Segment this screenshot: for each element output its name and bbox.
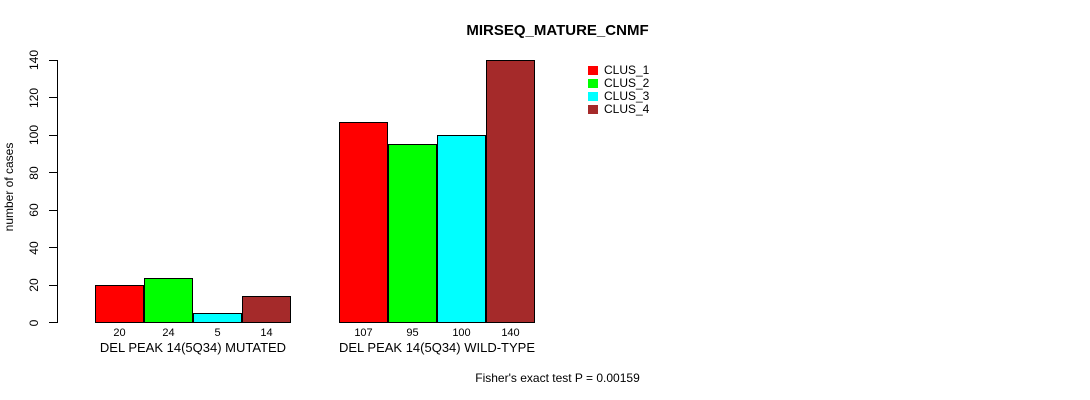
bar-value-label: 24 — [162, 327, 175, 339]
legend-item-clus_3: CLUS_3 — [588, 90, 649, 103]
legend-label: CLUS_2 — [604, 76, 650, 90]
bar-clus_3-group1 — [193, 313, 242, 323]
x-category-label: DEL PEAK 14(5Q34) WILD-TYPE — [338, 340, 536, 355]
y-tick-mark — [49, 97, 57, 98]
legend-label: CLUS_4 — [604, 102, 650, 116]
bar-value-label: 140 — [501, 327, 520, 339]
annotation-text: Fisher's exact test P = 0.00159 — [475, 371, 640, 385]
legend-item-clus_2: CLUS_2 — [588, 77, 649, 90]
bar-value-label: 107 — [354, 327, 373, 339]
bar-clus_1-group2 — [339, 121, 388, 323]
legend-label: CLUS_1 — [604, 63, 650, 77]
legend-swatch-icon — [588, 92, 598, 101]
y-tick-label: 80 — [27, 165, 41, 180]
y-tick-label: 140 — [27, 49, 41, 71]
y-tick-mark — [49, 322, 57, 323]
y-tick-mark — [49, 209, 57, 211]
legend: CLUS_1 CLUS_2 CLUS_3 CLUS_4 — [588, 64, 649, 116]
legend-item-clus_1: CLUS_1 — [588, 64, 649, 77]
y-axis-line — [57, 59, 58, 323]
y-tick-mark — [49, 59, 57, 61]
bar-clus_2-group1 — [144, 277, 193, 323]
y-tick-label: 100 — [27, 124, 41, 146]
y-tick-mark — [49, 172, 57, 173]
bar-value-label: 100 — [452, 327, 471, 339]
legend-swatch-icon — [588, 79, 598, 88]
bar-clus_2-group2 — [388, 144, 437, 323]
y-tick-label: 120 — [27, 87, 41, 108]
bar-clus_1-group1 — [95, 285, 144, 323]
y-tick-label: 60 — [27, 203, 41, 217]
legend-label: CLUS_3 — [604, 89, 650, 103]
bar-clus_4-group2 — [486, 60, 535, 323]
legend-swatch-icon — [588, 105, 598, 114]
y-tick-mark — [49, 284, 57, 286]
chart-title: MIRSEQ_MATURE_CNMF — [466, 22, 649, 39]
y-tick-mark — [49, 134, 57, 136]
legend-swatch-icon — [588, 66, 598, 75]
bar-clus_4-group1 — [242, 296, 291, 323]
y-tick-label: 20 — [27, 278, 41, 292]
y-tick-mark — [49, 247, 57, 248]
bar-value-label: 5 — [214, 327, 221, 339]
bar-value-label: 95 — [406, 327, 419, 339]
bar-clus_3-group2 — [437, 135, 486, 323]
y-tick-label: 40 — [27, 240, 41, 255]
bar-value-label: 14 — [260, 327, 273, 339]
y-axis-title: number of cases — [2, 142, 16, 232]
legend-item-clus_4: CLUS_4 — [588, 103, 649, 116]
x-category-label: DEL PEAK 14(5Q34) MUTATED — [99, 340, 287, 355]
bar-value-label: 20 — [113, 327, 126, 339]
y-tick-label: 0 — [27, 319, 41, 326]
